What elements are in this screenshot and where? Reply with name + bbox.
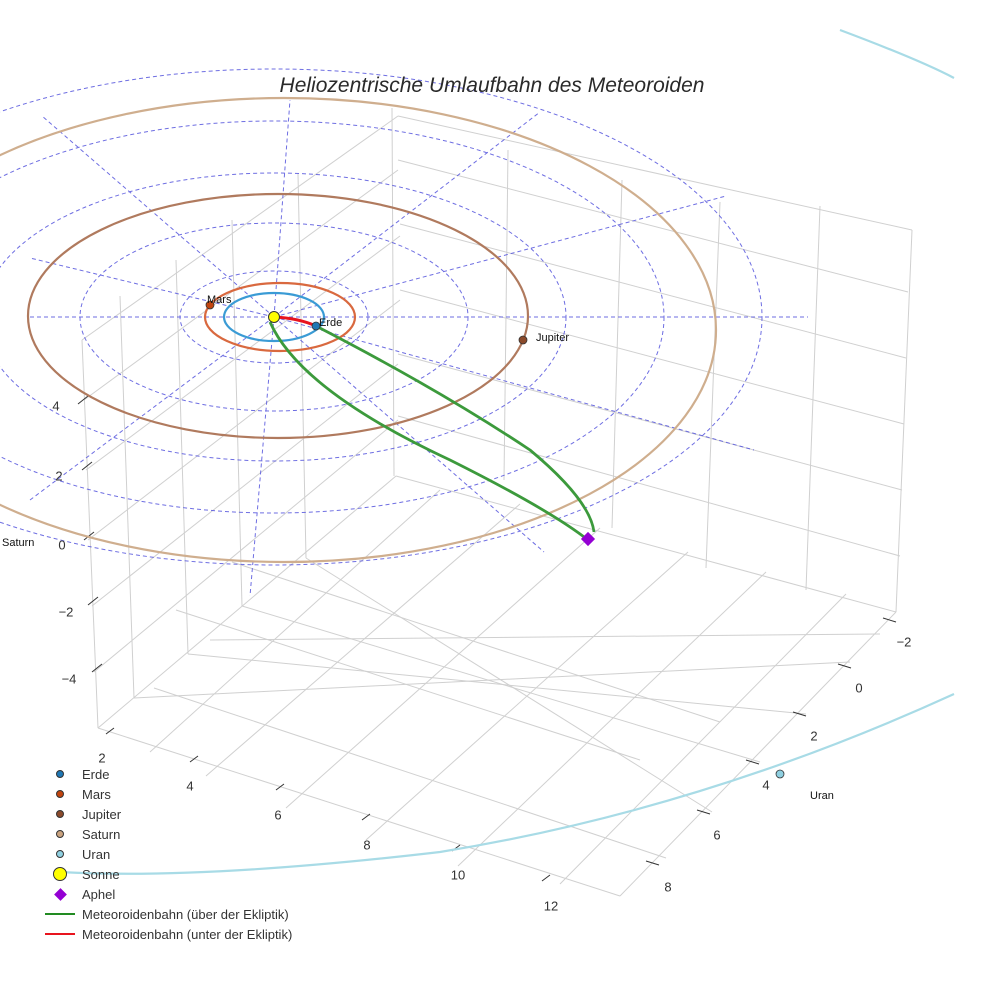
legend-item-sonne[interactable]: Sonne [38, 864, 292, 884]
orbit-above-ecliptic-outer [315, 324, 596, 533]
x-tick: 10 [450, 867, 466, 883]
saturn-orbit [0, 96, 717, 564]
legend-item-orbit-above[interactable]: Meteoroidenbahn (über der Ekliptik) [38, 904, 292, 924]
legend-label: Jupiter [82, 806, 122, 822]
dot-icon [56, 770, 64, 778]
y-tick: 4 [762, 777, 770, 793]
dot-icon [56, 850, 64, 858]
legend-item-erde[interactable]: Erde [38, 764, 292, 784]
y-tick: 8 [664, 879, 672, 895]
label-erde: Erde [319, 317, 343, 329]
dot-icon [56, 790, 64, 798]
axis-grid [81, 107, 913, 897]
meteoroid-orbit [268, 315, 596, 542]
legend-item-orbit-below[interactable]: Meteoroidenbahn (unter der Ekliptik) [38, 924, 292, 944]
x-axis-ticks [105, 727, 551, 882]
legend: Erde Mars Jupiter Saturn Uran Sonne Aphe… [38, 764, 292, 944]
legend-label: Uran [82, 846, 111, 862]
uran-orbit [839, 28, 955, 79]
y-axis-ticks [645, 617, 897, 866]
dot-icon [56, 810, 64, 818]
planet-orbits [0, 28, 955, 875]
legend-item-saturn[interactable]: Saturn [38, 824, 292, 844]
markers [205, 300, 785, 779]
legend-label: Meteoroidenbahn (unter der Ekliptik) [82, 926, 293, 942]
x-tick: 6 [274, 807, 282, 823]
z-tick: −4 [61, 671, 77, 687]
legend-label: Sonne [82, 866, 120, 882]
label-jupiter: Jupiter [536, 332, 570, 344]
z-axis-ticks [77, 395, 103, 673]
x-tick: 8 [363, 837, 371, 853]
label-saturn: Saturn [2, 537, 35, 549]
y-tick: −2 [896, 634, 912, 650]
jupiter-marker [518, 335, 528, 345]
legend-label: Meteoroidenbahn (über der Ekliptik) [82, 906, 289, 922]
y-tick: 0 [855, 680, 863, 696]
y-tick: 2 [810, 728, 818, 744]
legend-item-mars[interactable]: Mars [38, 784, 292, 804]
z-tick: 2 [55, 468, 63, 484]
sonne-marker [268, 311, 280, 323]
z-tick: 0 [58, 537, 66, 553]
label-uran: Uran [810, 790, 834, 802]
ecliptic-grid [0, 68, 808, 597]
erde-orbit [222, 291, 326, 343]
legend-item-aphel[interactable]: Aphel [38, 884, 292, 904]
line-icon [45, 933, 75, 935]
legend-label: Saturn [82, 826, 121, 842]
legend-item-uran[interactable]: Uran [38, 844, 292, 864]
legend-label: Aphel [82, 886, 116, 902]
z-tick: −2 [58, 604, 74, 620]
line-icon [45, 913, 75, 915]
legend-label: Mars [82, 786, 111, 802]
x-tick: 12 [543, 898, 559, 914]
diamond-icon [53, 887, 67, 901]
chart-title: Heliozentrische Umlaufbahn des Meteoroid… [279, 74, 705, 97]
sun-icon [53, 867, 67, 881]
orbit-above-ecliptic [268, 321, 589, 542]
mars-marker [205, 300, 215, 310]
erde-marker [311, 321, 321, 331]
dot-icon [56, 830, 64, 838]
legend-label: Erde [82, 766, 110, 782]
uran-marker [775, 769, 785, 779]
aphel-marker [580, 531, 596, 547]
y-tick: 6 [713, 827, 721, 843]
legend-item-jupiter[interactable]: Jupiter [38, 804, 292, 824]
mars-orbit [203, 281, 357, 353]
x-tick: 4 [186, 778, 194, 794]
label-mars: Mars [207, 294, 232, 306]
uran-orbit-front [59, 692, 955, 875]
z-tick: 4 [52, 398, 60, 414]
x-tick: 2 [98, 750, 106, 766]
jupiter-orbit [26, 192, 530, 440]
